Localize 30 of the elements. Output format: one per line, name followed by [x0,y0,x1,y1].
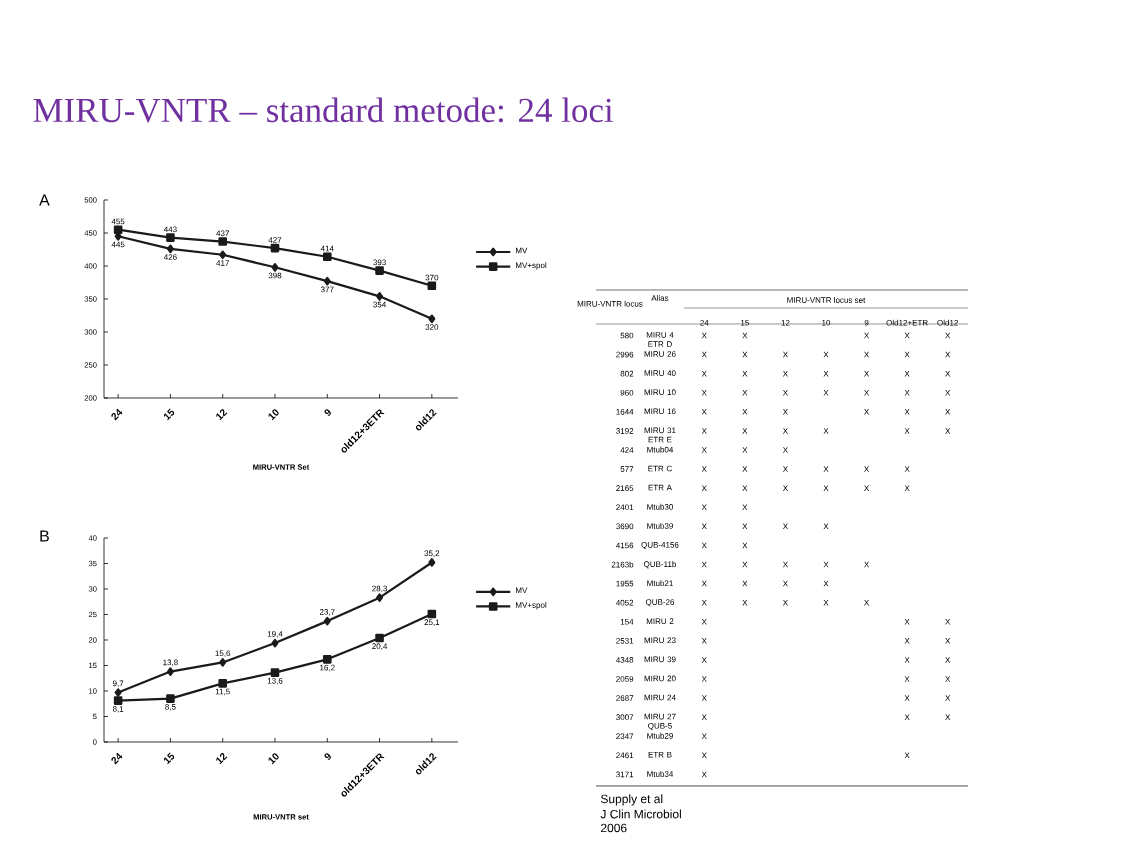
point [218,237,228,246]
point [166,667,174,676]
point [375,633,384,643]
point [323,276,331,286]
point [323,616,331,626]
point [166,244,174,254]
point [322,655,332,664]
point [219,250,227,260]
text: A [39,194,50,206]
point [428,314,436,324]
point [376,593,384,602]
point [427,281,437,291]
point [376,292,384,301]
text: B [40,530,49,542]
chart-title: MIRU-VNTR – standard metode: 24 loci [33,97,614,123]
point [427,609,437,619]
point [271,263,279,272]
point [428,558,436,567]
point [322,252,332,262]
point [113,225,123,234]
point [114,688,122,697]
point [270,668,280,677]
point [271,638,279,648]
point [219,658,227,667]
point [270,243,280,253]
point [113,696,123,705]
point [166,233,175,242]
point [218,679,228,688]
point [166,694,175,703]
point [375,266,384,275]
